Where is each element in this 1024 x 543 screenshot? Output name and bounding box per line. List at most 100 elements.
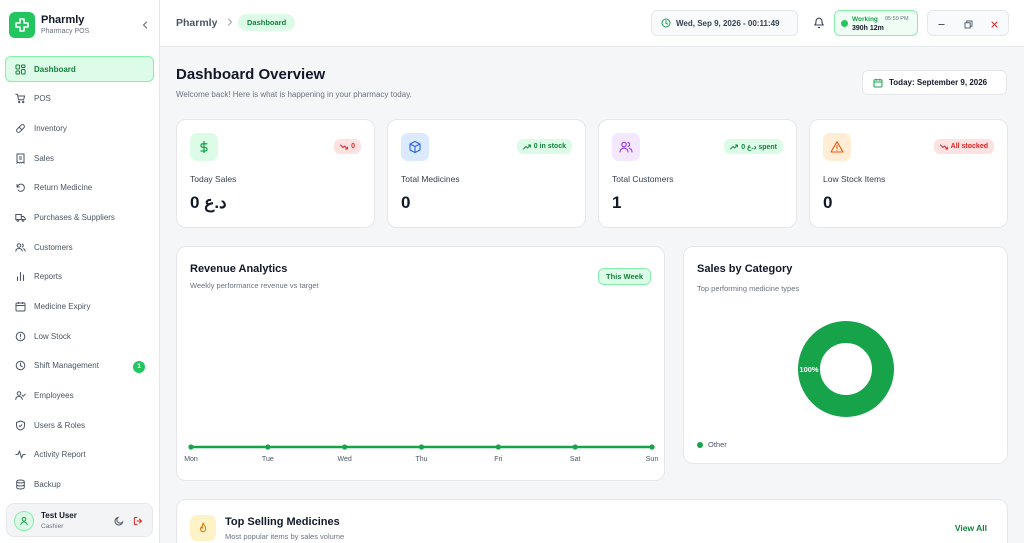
user-check-icon [14,390,26,402]
sidebar-item-customers[interactable]: Customers [5,234,154,260]
moon-icon [114,516,124,526]
notification-badge: 1 [133,360,145,373]
data-point [188,444,194,450]
trend-badge-text: All stocked [950,143,988,150]
card-subtitle: Weekly performance revenue vs target [190,281,319,290]
legend-swatch [697,441,703,448]
data-label: 100% [799,365,819,374]
view-all-link[interactable]: View All [954,523,987,533]
breadcrumb-root[interactable]: Pharmly [176,17,218,29]
card-title: Sales by Category [697,263,793,275]
stat-label: Low Stock Items [823,174,886,184]
return-arrow-icon [14,182,26,194]
shift-status-widget[interactable]: Working 05:59 PM 390h 12m [834,10,918,36]
stat-card-total-medicines: 0 in stock Total Medicines 0 [387,119,586,228]
chart-legend: Other [697,440,727,449]
trend-badge: 0 in stock [516,139,572,154]
stat-card-total-customers: 0 د.ع spent Total Customers 1 [598,119,797,228]
sidebar-item-sales[interactable]: Sales [5,145,154,171]
stat-label: Today Sales [190,174,237,184]
notifications-button[interactable] [813,16,825,29]
sidebar-item-employees[interactable]: Employees [5,383,154,409]
stat-card-low-stock: All stocked Low Stock Items 0 [809,119,1008,228]
x-tick-label: Mon [184,456,198,463]
period-badge[interactable]: This Week [598,268,651,285]
minimize-button[interactable] [934,17,948,31]
sidebar-item-purchases-suppliers[interactable]: Purchases & Suppliers [5,204,154,230]
activity-icon [14,449,26,461]
sidebar-item-label: Activity Report [34,450,86,460]
brand: Pharmly Pharmacy POS [9,12,154,40]
sidebar-item-label: Shift Management [34,361,99,371]
sidebar-item-label: Backup [34,480,61,490]
sidebar-item-label: POS [34,94,51,104]
avatar[interactable] [14,511,34,531]
breadcrumb-current: Dashboard [238,14,296,31]
legend-label: Other [708,440,727,449]
sidebar-item-reports[interactable]: Reports [5,264,154,290]
user-role: Cashier [41,523,64,530]
bar-chart-icon [14,271,26,283]
alert-circle-icon [14,330,26,342]
truck-icon [14,211,26,223]
sidebar-item-label: Purchases & Suppliers [34,212,115,222]
sidebar-item-label: Sales [34,153,55,163]
receipt-icon [14,152,26,164]
cart-icon [14,93,26,105]
stat-value: 0 د.ع [190,193,227,212]
shift-duration: 390h 12m [852,25,884,32]
sidebar-item-activity-report[interactable]: Activity Report [5,442,154,468]
sidebar-item-label: Low Stock [34,331,71,341]
dollar-icon [190,133,218,161]
bell-icon [814,17,824,29]
x-tick-label: Tue [262,456,274,463]
collapse-sidebar-button[interactable] [136,16,154,34]
data-point [265,444,271,450]
x-tick-label: Sat [570,456,581,463]
card-title: Revenue Analytics [190,263,288,275]
sidebar-item-label: Reports [34,272,63,282]
trend-badge: All stocked [933,139,994,154]
dashboard-grid-icon [14,63,26,75]
revenue-analytics-card: Revenue Analytics Weekly performance rev… [176,246,665,481]
sidebar-item-return-medicine[interactable]: Return Medicine [5,175,154,201]
status-dot [841,20,848,27]
revenue-line-chart: Mon Tue Wed Thu Fri Sat Sun [184,444,658,463]
sidebar-item-inventory[interactable]: Inventory [5,115,154,141]
sidebar-item-dashboard[interactable]: Dashboard [5,56,154,82]
today-date-button[interactable]: Today: September 9, 2026 [862,70,1007,95]
page-subtitle: Welcome back! Here is what is happening … [176,90,412,99]
sidebar-item-label: Employees [34,391,74,401]
sidebar-item-shift-management[interactable]: Shift Management 1 [5,353,154,379]
today-date-label: Today: September 9, 2026 [889,78,988,87]
trending-up-icon [730,144,739,149]
shield-icon [14,419,26,431]
trending-down-icon [340,144,349,149]
trending-down-icon [939,144,948,149]
sidebar-item-label: Users & Roles [34,420,86,430]
chevron-left-icon [142,21,148,29]
sidebar-item-label: Inventory [34,123,67,133]
maximize-button[interactable] [961,17,975,31]
card-subtitle: Most popular items by sales volume [225,532,345,541]
sidebar-item-label: Return Medicine [34,183,93,193]
app-subtitle: Pharmacy POS [41,28,90,35]
sidebar-item-users-roles[interactable]: Users & Roles [5,412,154,438]
restore-icon [964,20,972,28]
sidebar-item-medicine-expiry[interactable]: Medicine Expiry [5,294,154,320]
sidebar-item-low-stock[interactable]: Low Stock [5,323,154,349]
warning-triangle-icon [823,133,851,161]
x-tick-label: Wed [338,456,352,463]
data-point [572,444,578,450]
logout-button[interactable] [131,514,145,528]
sidebar-item-pos[interactable]: POS [5,86,154,112]
trend-badge: 0 د.ع spent [724,139,783,154]
theme-toggle-button[interactable] [112,514,126,528]
stat-value: 0 [401,193,411,212]
close-button[interactable] [987,17,1001,31]
sidebar-item-backup[interactable]: Backup [5,472,154,498]
users-icon [14,241,26,253]
clock-icon [661,18,671,28]
minimize-icon [938,23,944,25]
users-icon [612,133,640,161]
